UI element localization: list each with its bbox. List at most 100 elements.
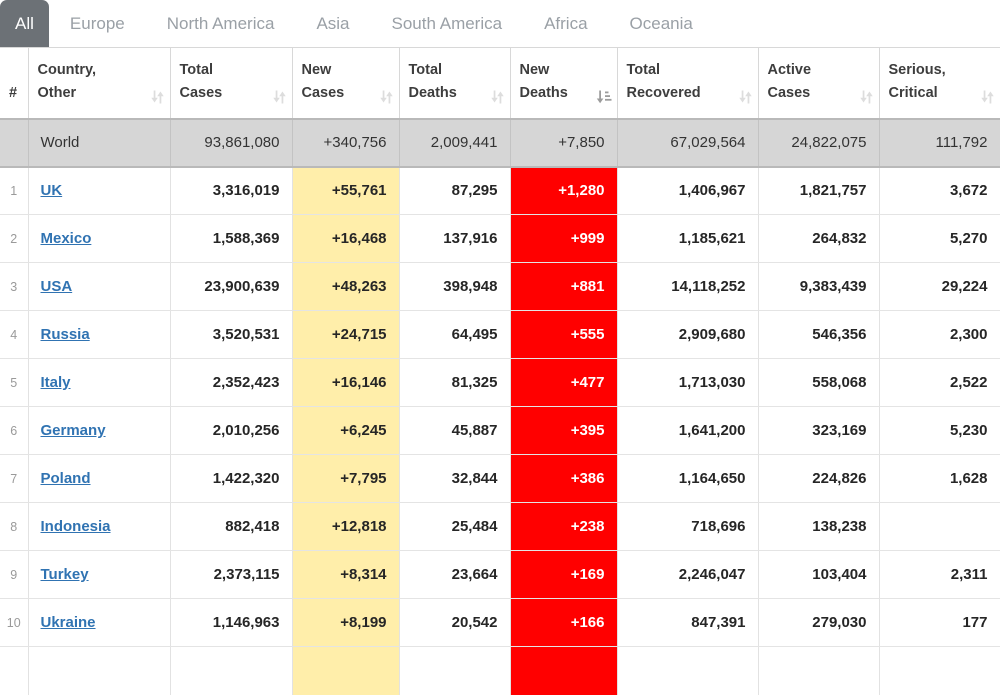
region-tab[interactable]: North America xyxy=(166,13,275,33)
serious-critical-cell: 2,311 xyxy=(879,550,1000,599)
total-deaths-cell: 81,325 xyxy=(399,358,511,407)
covid-stats-table: # xyxy=(0,47,1000,695)
header-line1: Serious, xyxy=(888,62,946,78)
new-deaths-cell: +7,850 xyxy=(510,117,618,168)
active-cases-cell: 323,169 xyxy=(758,406,880,455)
new-cases-cell: +8,199 xyxy=(292,598,400,647)
country-row: 8 Indonesia 882,418 +12,818 25,484 +238 … xyxy=(0,502,1000,551)
header-line2: Recovered xyxy=(626,85,701,101)
header-line1: New xyxy=(519,62,550,78)
country-cell: Poland xyxy=(28,454,171,503)
sort-both-icon xyxy=(738,89,753,105)
new-cases-cell: +6,245 xyxy=(292,406,400,455)
country-link[interactable]: Poland xyxy=(40,470,91,487)
country-link[interactable]: Russia xyxy=(40,326,90,343)
region-tab[interactable]: South America xyxy=(391,13,503,33)
new-deaths-cell: +169 xyxy=(510,550,618,599)
header-line2: # xyxy=(9,85,18,101)
column-header[interactable]: Total Cases xyxy=(170,47,293,119)
total-recovered-cell: 1,406,967 xyxy=(617,166,759,215)
region-tab[interactable]: Asia xyxy=(316,13,350,33)
country-link[interactable]: Ukraine xyxy=(40,614,96,631)
total-deaths-cell: 87,295 xyxy=(399,166,511,215)
total-recovered-cell: 14,118,252 xyxy=(617,262,759,311)
column-header[interactable]: New Cases xyxy=(292,47,400,119)
total-recovered-cell: 67,029,564 xyxy=(617,117,759,168)
total-recovered-cell: 2,246,047 xyxy=(617,550,759,599)
serious-critical-cell: 5,270 xyxy=(879,214,1000,263)
active-cases-cell: 9,383,439 xyxy=(758,262,880,311)
rank-cell: 5 xyxy=(0,358,29,407)
column-header[interactable]: New Deaths xyxy=(510,47,618,119)
column-header[interactable]: Serious, Critical xyxy=(879,47,1000,119)
sort-both-icon xyxy=(150,89,165,105)
column-header[interactable]: Country, Other xyxy=(28,47,171,119)
country-link[interactable]: Mexico xyxy=(40,230,92,247)
total-cases-cell: 1,146,963 xyxy=(170,598,293,647)
new-cases-cell: +16,146 xyxy=(292,358,400,407)
serious-critical-cell: 2,522 xyxy=(879,358,1000,407)
country-row: 5 Italy 2,352,423 +16,146 81,325 +477 1,… xyxy=(0,358,1000,407)
country-cell: UK xyxy=(28,166,171,215)
total-recovered-cell: 2,909,680 xyxy=(617,310,759,359)
country-link[interactable]: Germany xyxy=(40,422,106,439)
total-cases-cell: 1,588,369 xyxy=(170,214,293,263)
total-recovered-cell: 1,164,650 xyxy=(617,454,759,503)
region-tab[interactable]: Africa xyxy=(544,13,588,33)
header-line2: Deaths xyxy=(408,85,457,101)
active-cases-cell: 224,826 xyxy=(758,454,880,503)
country-row: 2 Mexico 1,588,369 +16,468 137,916 +999 … xyxy=(0,214,1000,263)
total-cases-cell: 3,520,531 xyxy=(170,310,293,359)
header-line1: New xyxy=(301,62,332,78)
total-cases-cell: 2,373,115 xyxy=(170,550,293,599)
new-deaths-cell: +555 xyxy=(510,310,618,359)
total-deaths-cell: 20,542 xyxy=(399,598,511,647)
region-tab[interactable]: All xyxy=(0,0,49,47)
total-cases-cell: 23,900,639 xyxy=(170,262,293,311)
new-deaths-cell: +881 xyxy=(510,262,618,311)
header-line2: Deaths xyxy=(519,85,568,101)
country-link[interactable]: Italy xyxy=(40,374,71,391)
country-row: 10 Ukraine 1,146,963 +8,199 20,542 +166 … xyxy=(0,598,1000,647)
region-tab[interactable]: Europe xyxy=(69,13,125,33)
header-line2: Cases xyxy=(179,85,223,101)
region-tab[interactable]: Oceania xyxy=(629,13,693,33)
total-cases-cell: 882,418 xyxy=(170,502,293,551)
sort-both-icon xyxy=(272,89,287,105)
new-deaths-cell: +999 xyxy=(510,214,618,263)
column-header[interactable]: # xyxy=(0,47,29,119)
country-row: 7 Poland 1,422,320 +7,795 32,844 +386 1,… xyxy=(0,454,1000,503)
total-deaths-cell: 45,887 xyxy=(399,406,511,455)
country-link[interactable]: Turkey xyxy=(40,566,89,583)
total-deaths-cell: 137,916 xyxy=(399,214,511,263)
country-link[interactable]: USA xyxy=(40,278,73,295)
new-cases-cell: +8,314 xyxy=(292,550,400,599)
serious-critical-cell: 3,672 xyxy=(879,166,1000,215)
header-line2: Cases xyxy=(301,85,345,101)
rank-cell: 10 xyxy=(0,598,29,647)
active-cases-cell: 138,238 xyxy=(758,502,880,551)
country-link[interactable]: Indonesia xyxy=(40,518,111,535)
total-recovered-cell: 718,696 xyxy=(617,502,759,551)
column-header[interactable]: Total Recovered xyxy=(617,47,759,119)
column-header[interactable]: Active Cases xyxy=(758,47,880,119)
column-header[interactable]: Total Deaths xyxy=(399,47,511,119)
new-cases-cell: +7,795 xyxy=(292,454,400,503)
new-deaths-cell: +386 xyxy=(510,454,618,503)
serious-critical-cell: 1,628 xyxy=(879,454,1000,503)
total-cases-cell: 93,861,080 xyxy=(170,117,293,168)
sort-both-icon xyxy=(379,89,394,105)
country-row: 6 Germany 2,010,256 +6,245 45,887 +395 1… xyxy=(0,406,1000,455)
country-link[interactable]: UK xyxy=(40,182,63,200)
rank-cell: 2 xyxy=(0,214,29,263)
country-cell: Turkey xyxy=(28,550,171,599)
country-cell: Ukraine xyxy=(28,598,171,647)
sort-both-icon xyxy=(490,89,505,105)
total-deaths-cell: 2,009,441 xyxy=(399,117,511,168)
country-row: 4 Russia 3,520,531 +24,715 64,495 +555 2… xyxy=(0,310,1000,359)
continent-tab-bar: All Europe North America Asia South Amer… xyxy=(0,0,1000,47)
new-deaths-cell: +395 xyxy=(510,406,618,455)
sort-both-icon xyxy=(980,89,995,105)
new-cases-cell: +55,761 xyxy=(292,166,400,215)
active-cases-cell: 279,030 xyxy=(758,598,880,647)
